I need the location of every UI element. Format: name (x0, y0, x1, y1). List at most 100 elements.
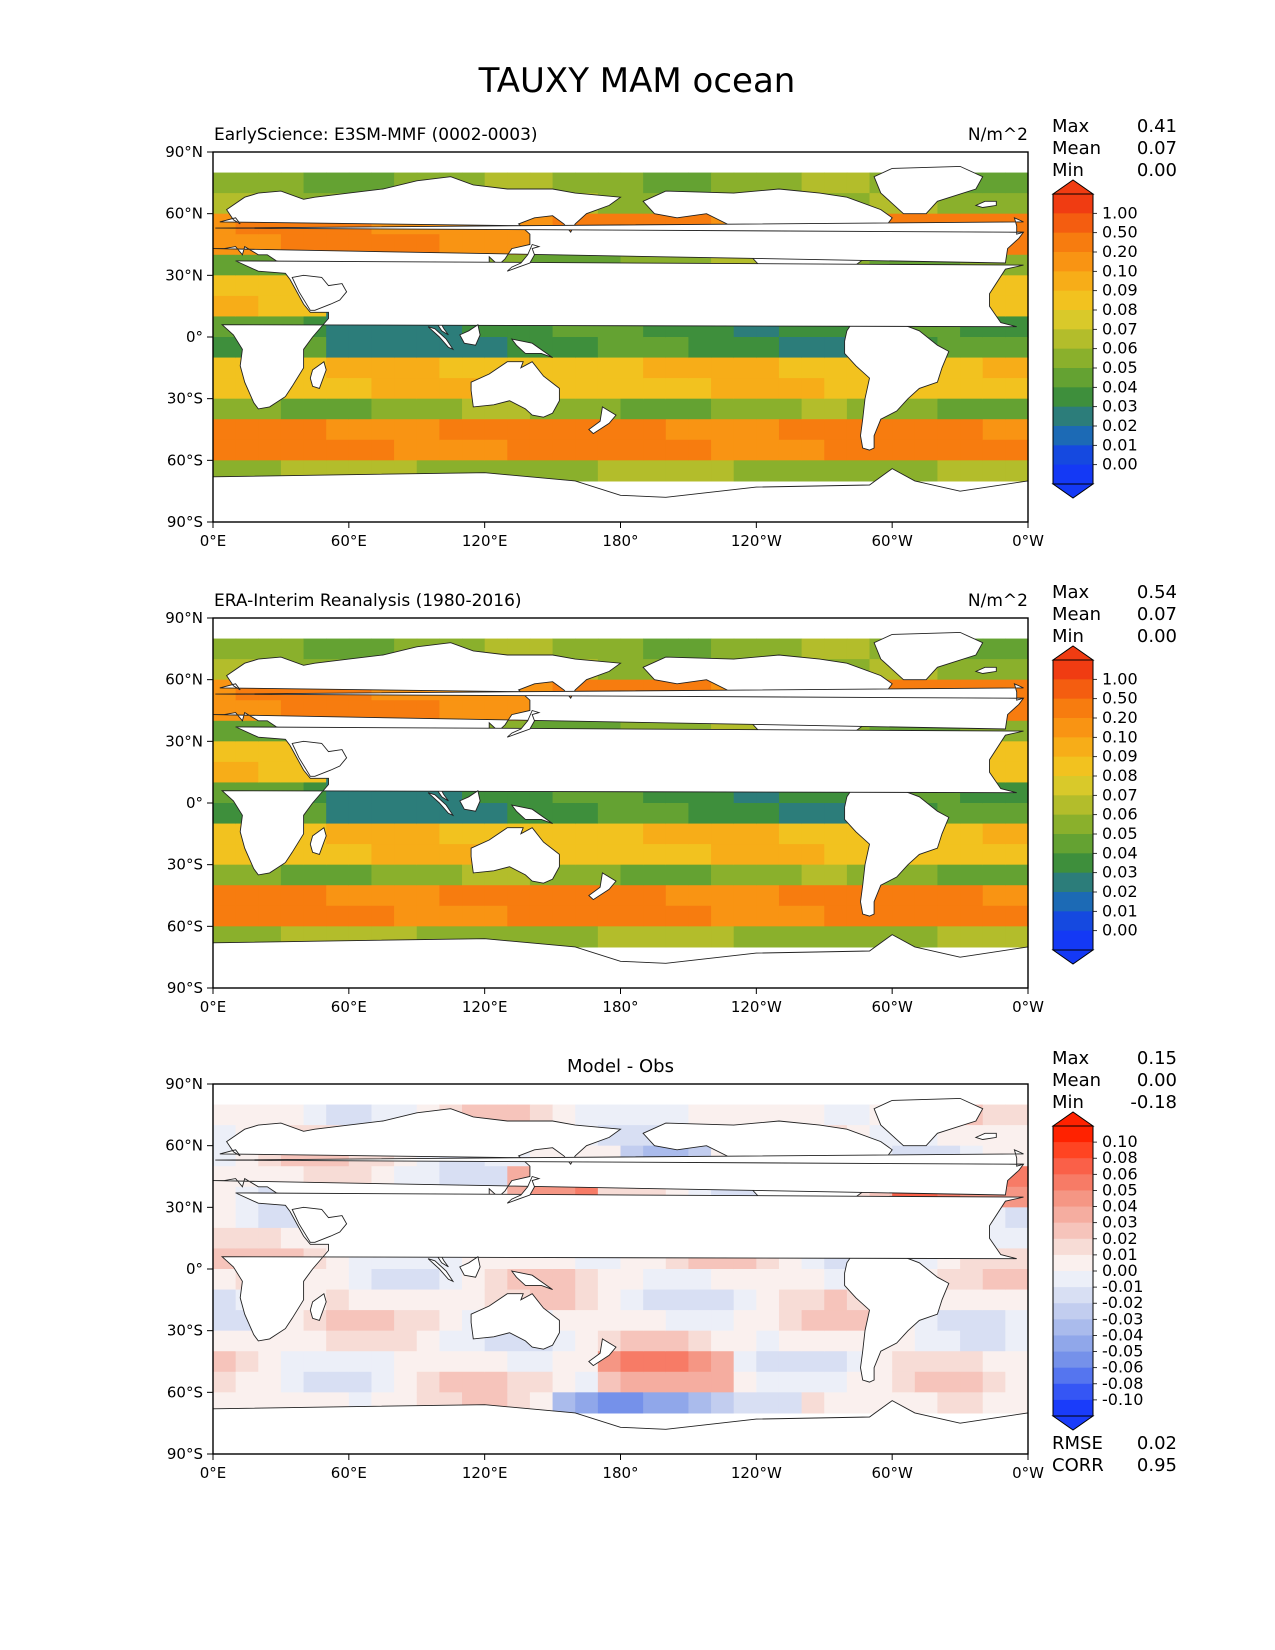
field-cell (575, 823, 599, 845)
field-cell (235, 398, 259, 420)
field-cell (235, 419, 259, 441)
field-cell (711, 864, 735, 886)
panel-title: ERA-Interim Reanalysis (1980-2016) (214, 591, 522, 611)
field-cell (711, 1371, 735, 1393)
uk-outline (215, 1148, 1024, 1167)
field-cell (643, 419, 667, 441)
field-cell (733, 844, 757, 866)
field-cell (914, 1392, 939, 1414)
field-cell (778, 905, 803, 927)
field-cell (371, 905, 395, 927)
field-cell (643, 172, 667, 194)
field-cell (394, 905, 418, 927)
field-cell (960, 378, 984, 400)
field-cell (258, 885, 282, 907)
field-cell (982, 1371, 1006, 1393)
field-cell (416, 1310, 440, 1332)
field-cell (960, 1289, 984, 1311)
field-cell (484, 439, 508, 461)
field-cell (529, 905, 554, 927)
field-cell (235, 885, 259, 907)
colorbar-extend-bottom (1051, 483, 1095, 499)
field-cell (711, 1392, 735, 1414)
field-cell (213, 1289, 237, 1311)
field-cell (665, 378, 690, 400)
field-cell (733, 419, 757, 441)
field-cell (235, 741, 259, 763)
field-cell (597, 460, 622, 482)
field-cell (371, 439, 395, 461)
field-cell (326, 419, 350, 441)
field-cell (733, 905, 757, 927)
field-cell (960, 398, 984, 420)
field-cell (529, 926, 554, 948)
field-cell (801, 172, 825, 194)
field-cell (688, 1351, 712, 1373)
field-cell (711, 419, 735, 441)
field-cell (801, 1351, 825, 1373)
field-cell (552, 926, 576, 948)
y-tick-label: 30°S (167, 1322, 203, 1340)
field-cell (303, 337, 327, 359)
field-cell (620, 1104, 644, 1126)
field-cell (326, 864, 350, 886)
field-cell (824, 1104, 848, 1126)
field-cell (439, 905, 463, 927)
field-cell (688, 926, 712, 948)
map-panel-1: 0°E 60°E 120°E 180° 120°W 60°W 0°W 90°N 60°N 30°N… (165, 116, 1177, 550)
colorbar-label: 0.10 (1102, 261, 1138, 280)
field-cell (597, 172, 622, 194)
field-cell (552, 337, 576, 359)
field-cell (892, 1371, 916, 1393)
field-cell (552, 439, 576, 461)
field-cell (371, 1371, 395, 1393)
field-cell (688, 378, 712, 400)
colorbar-label: 0.02 (1102, 416, 1138, 435)
field-cell (235, 761, 259, 784)
stat-label: Min (1052, 160, 1084, 181)
x-tick-label: 0°W (1012, 998, 1044, 1016)
field-cell (529, 460, 554, 482)
field-cell (643, 378, 667, 400)
field-cell (665, 823, 690, 845)
field-cell (688, 885, 712, 907)
x-tick-label: 180° (602, 1464, 638, 1482)
field-cell (711, 1269, 735, 1291)
field-cell (801, 1269, 825, 1291)
field-cell (665, 439, 690, 461)
field-cell (620, 357, 644, 379)
field-cell (258, 638, 282, 660)
field-cell (575, 439, 599, 461)
field-cell (416, 337, 440, 359)
field-cell (303, 1371, 327, 1393)
field-cell (778, 357, 803, 379)
colorbar-label: 0.05 (1102, 1180, 1138, 1199)
field-cell (665, 1269, 690, 1291)
field-cell (733, 1392, 757, 1414)
colorbar-segment (1053, 737, 1093, 758)
field-cell (439, 823, 463, 845)
field-cell (914, 864, 939, 886)
field-cell (258, 761, 282, 784)
field-cell (575, 1269, 599, 1291)
field-cell (1005, 357, 1029, 379)
field-cell (416, 398, 440, 420)
map-area (212, 151, 1029, 523)
field-cell (213, 803, 237, 825)
y-tick-label: 60°S (167, 1383, 203, 1401)
field-cell (326, 1310, 350, 1332)
field-cell (371, 1269, 395, 1291)
stat-label: Max (1052, 582, 1090, 603)
field-cell (643, 864, 667, 886)
field-cell (756, 1269, 780, 1291)
field-cell (756, 337, 780, 359)
field-cell (235, 439, 259, 461)
field-cell (462, 1351, 486, 1373)
field-cell (348, 378, 373, 400)
field-cell (982, 1269, 1006, 1291)
field-cell (394, 337, 418, 359)
field-cell (665, 1310, 690, 1332)
field-cell (303, 1351, 327, 1373)
field-cell (960, 1269, 984, 1291)
field-cell (733, 823, 757, 845)
